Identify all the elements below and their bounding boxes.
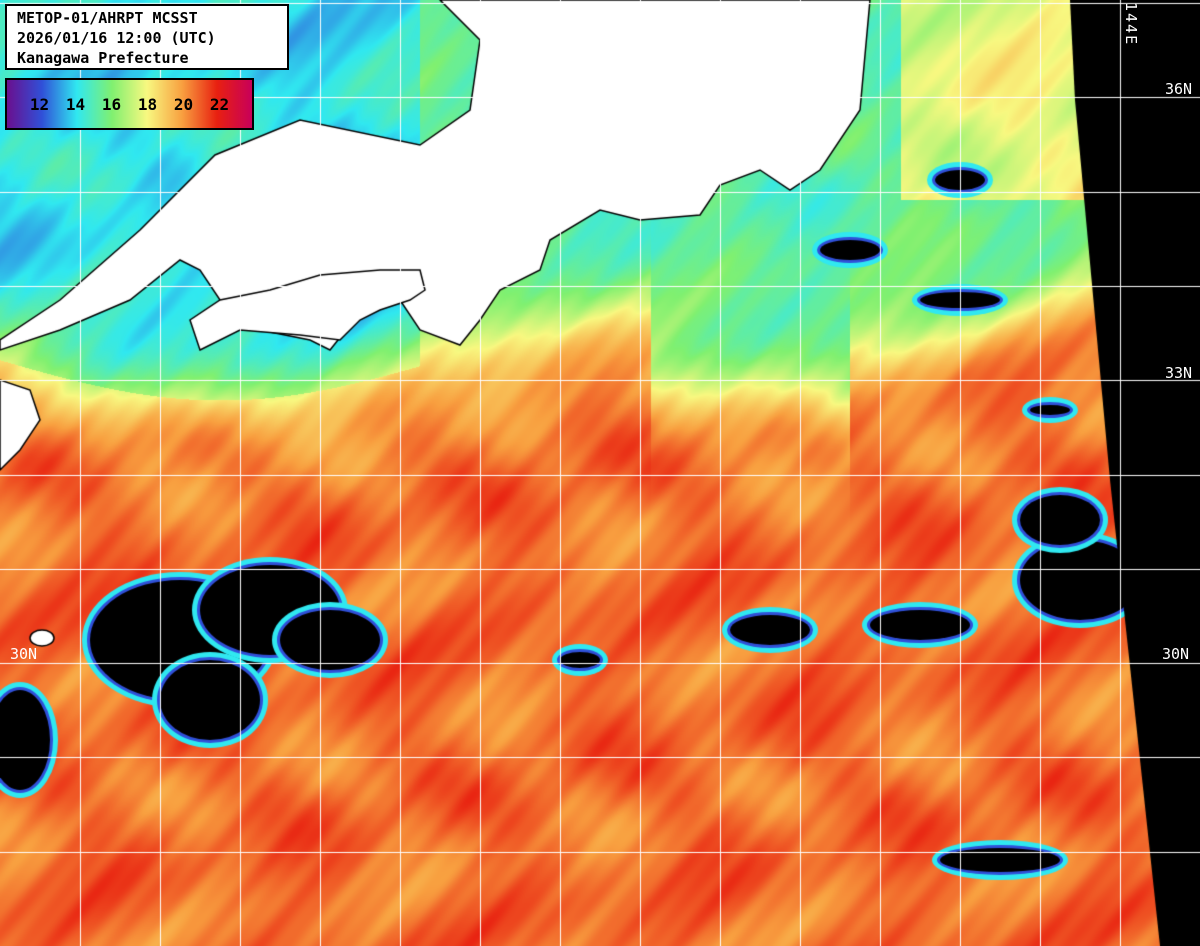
colorbar-tick: 18	[137, 94, 158, 114]
lat-label-36n: 36N	[1165, 80, 1193, 98]
colorbar-tick: 16	[101, 94, 122, 114]
lon-label-144e: 144E	[1122, 2, 1140, 47]
timestamp: 2026/01/16 12:00 (UTC)	[17, 29, 216, 47]
temperature-colorbar: 12 14 16 18 20 22	[5, 78, 254, 130]
lon-label-136e: 136E	[481, 2, 499, 47]
source-org: Kanagawa Prefecture	[17, 49, 189, 67]
lat-label-30n-left: 30N	[10, 645, 38, 663]
colorbar-tick: 14	[65, 94, 86, 114]
lat-label-33n: 33N	[1165, 364, 1193, 382]
satellite-product: METOP-01/AHRPT MCSST	[17, 9, 198, 27]
lat-label-30n-right: 30N	[1162, 645, 1190, 663]
colorbar-tick: 20	[173, 94, 194, 114]
colorbar-tick: 22	[209, 94, 230, 114]
info-box: METOP-01/AHRPT MCSST 2026/01/16 12:00 (U…	[5, 4, 289, 70]
colorbar-tick: 12	[29, 94, 50, 114]
